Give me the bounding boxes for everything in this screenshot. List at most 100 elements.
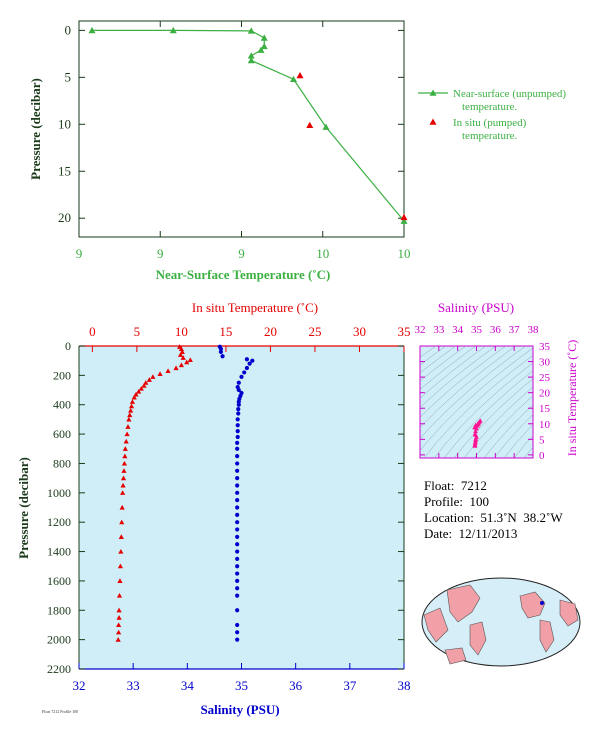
near-surface-unpumped-point (290, 75, 297, 83)
profile-salinity-point (236, 407, 241, 412)
near-surface-x-tick-label: 9 (157, 246, 164, 261)
near-surface-unpumped-point (322, 123, 330, 130)
ts-inset-y-tick-label: 35 (539, 341, 551, 353)
info-float: Float: 7212 (424, 478, 487, 493)
ts-inset-isopycnal (483, 404, 533, 458)
world-map-land (559, 599, 579, 627)
profile-y-tick-label: 1800 (47, 603, 71, 617)
profile-salinity-point (235, 417, 240, 422)
profile-salinity-point (235, 520, 240, 525)
world-map-land (423, 607, 449, 643)
ts-inset-isopycnal (420, 346, 527, 439)
profile-temperature-point (116, 607, 122, 613)
profile-sal-tick-label: 35 (235, 678, 248, 693)
world-map-land (446, 584, 481, 623)
profile-temperature-point (115, 637, 121, 642)
profile-salinity-point (235, 429, 240, 434)
profile-salinity-point (235, 434, 240, 440)
profile-background (79, 346, 404, 669)
near-surface-y-tick-label: 10 (58, 116, 71, 131)
ts-inset-y-tick-label: 0 (539, 450, 545, 462)
legend-marker-label-2: temperature. (462, 130, 518, 142)
ts-inset-isopycnal (473, 395, 533, 458)
profile-temperature-point (127, 412, 133, 418)
profile-salinity-point (242, 370, 247, 375)
ts-inset-isopycnal (420, 346, 497, 408)
profile-temperature-point (150, 374, 156, 379)
profile-salinity-point (244, 365, 250, 371)
profile-salinity-point (235, 483, 240, 488)
ts-inset-isopycnal (453, 378, 533, 458)
profile-salinity-point (235, 542, 240, 547)
ts-inset-y-tick-label: 30 (539, 357, 551, 369)
profile-y-tick-label: 2200 (47, 662, 71, 676)
profile-salinity-point (235, 440, 240, 445)
near-surface-y-tick-label: 5 (65, 69, 72, 84)
profile-y-tick-label: 2000 (47, 633, 71, 647)
ts-inset-x-tick-label: 35 (471, 324, 483, 336)
profile-y-tick-label: 400 (53, 398, 71, 412)
info-date: Date: 12/11/2013 (424, 526, 518, 541)
profile-salinity-point (235, 476, 240, 481)
profile-temperature-point (173, 365, 179, 371)
profile-temperature-point (117, 563, 124, 569)
ts-inset-x-tick-label: 36 (490, 324, 502, 336)
profile-temperature-point (177, 352, 184, 357)
profile-salinity-point (236, 402, 241, 407)
near-surface-unpumped-point (257, 46, 265, 53)
near-surface-x-axis-title: Near-Surface Temperature (˚C) (156, 267, 331, 282)
profile-temperature-point (180, 355, 186, 360)
profile-salinity-point (250, 358, 255, 363)
profile-salinity-point (235, 498, 240, 503)
profile-temperature-point (136, 388, 142, 394)
profile-bottom-axis-title: Salinity (PSU) (200, 702, 279, 717)
profile-salinity-point (236, 380, 241, 385)
profile-salinity-point (235, 423, 240, 428)
ts-inset-isopycnal (420, 346, 477, 390)
ts-inset-isopycnal (420, 346, 467, 382)
world-map-land (444, 647, 467, 665)
profile-temp-tick-label: 0 (89, 324, 96, 339)
near-surface-unpumped-point (169, 26, 177, 34)
profile-temperature-point (116, 615, 122, 620)
profile-temperature-point (116, 629, 122, 635)
profile-temperature-point (118, 548, 124, 554)
profile-sal-tick-label: 36 (289, 678, 303, 693)
profile-y-axis-title: Pressure (decibar) (16, 457, 31, 559)
near-surface-unpumped-point (260, 34, 268, 41)
profile-sal-tick-label: 33 (127, 678, 140, 693)
profile-salinity-point (235, 534, 240, 539)
profile-salinity-point (218, 349, 224, 354)
profile-temp-tick-label: 10 (175, 324, 188, 339)
profile-sal-tick-label: 37 (343, 678, 357, 693)
profile-y-tick-label: 0 (65, 339, 71, 353)
profile-temperature-point (119, 519, 125, 525)
ts-inset-isopycnal (463, 386, 533, 458)
ts-inset-isopycnal (433, 362, 533, 458)
ts-inset-y-tick-label: 15 (539, 403, 551, 415)
ts-inset-x-tick-label: 32 (415, 324, 426, 336)
near-surface-unpumped-point (260, 42, 268, 50)
legend-marker-label-1: In situ (pumped) (453, 117, 527, 129)
legend-marker-swatch (429, 118, 437, 125)
profile-temperature-point (184, 359, 190, 365)
profile-salinity-point (236, 387, 241, 393)
profile-temperature-point (118, 534, 124, 539)
profile-temperature-point (122, 453, 128, 459)
profile-temperature-point (131, 394, 137, 400)
profile-salinity-point (235, 549, 240, 554)
profile-salinity-point (235, 593, 240, 598)
near-surface-x-tick-label: 10 (398, 246, 411, 261)
near-surface-unpumped-point (88, 26, 96, 34)
near-surface-unpumped-point (247, 56, 255, 64)
ts-inset-y-tick-label: 20 (539, 388, 551, 400)
profile-top-axis-title: In situ Temperature (˚C) (192, 300, 318, 315)
profile-temperature-point (187, 357, 193, 363)
world-map-land (539, 619, 555, 653)
profile-temperature-point (124, 431, 130, 437)
world-map-float-location (540, 601, 544, 605)
profile-temperature-point (123, 438, 129, 444)
profile-temperature-point (129, 399, 136, 404)
profile-temperature-point (146, 377, 152, 382)
